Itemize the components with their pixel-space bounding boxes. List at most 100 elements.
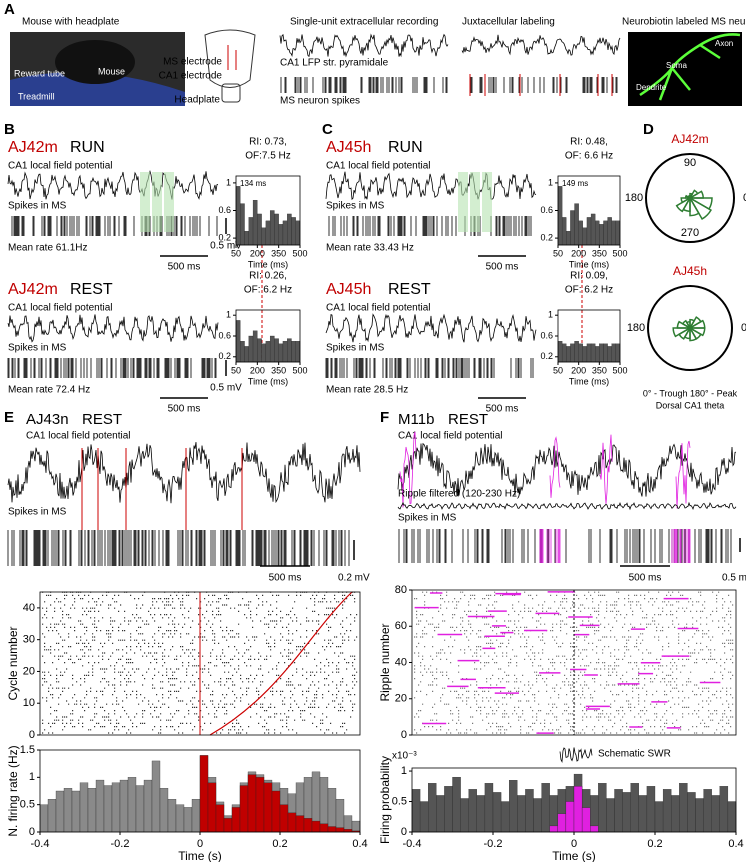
bar bbox=[460, 798, 469, 833]
bar bbox=[687, 792, 696, 833]
y-tick-label: 0.5 bbox=[20, 799, 35, 811]
bar bbox=[525, 789, 534, 833]
bar bbox=[638, 795, 648, 833]
x-tick-label: 0.4 bbox=[728, 838, 743, 850]
bar bbox=[574, 203, 579, 246]
bar bbox=[570, 343, 575, 363]
trace bbox=[7, 442, 361, 504]
x-tick-label: -0.4 bbox=[31, 838, 50, 850]
label: 500 ms bbox=[486, 404, 519, 415]
label: CA1 local field potential bbox=[8, 161, 113, 172]
highlight bbox=[470, 172, 480, 232]
y-tick-label: 40 bbox=[23, 602, 35, 614]
spike-train bbox=[11, 216, 218, 236]
label: MS neuron spikes bbox=[280, 96, 360, 107]
x-tick-label: 500 bbox=[292, 365, 307, 375]
bar bbox=[295, 815, 305, 833]
label: 0.5 mV bbox=[210, 241, 242, 252]
label: Spikes in MS bbox=[398, 513, 457, 524]
bar bbox=[343, 829, 353, 833]
bar bbox=[662, 789, 672, 833]
trace bbox=[7, 314, 219, 343]
bar bbox=[291, 341, 296, 363]
bar bbox=[291, 217, 296, 246]
photo-title: Mouse with headplate bbox=[22, 17, 120, 28]
bar bbox=[695, 798, 704, 833]
bar bbox=[565, 801, 575, 833]
highlight bbox=[458, 172, 468, 232]
y-tick-label: 10 bbox=[23, 697, 35, 709]
x-tick-label: 0 bbox=[571, 838, 577, 850]
bar bbox=[303, 818, 313, 833]
bar bbox=[239, 785, 249, 833]
x-tick-label: -0.4 bbox=[403, 838, 422, 850]
bar bbox=[127, 777, 137, 833]
polar-frame bbox=[647, 285, 733, 371]
bar bbox=[223, 818, 233, 833]
trace bbox=[399, 431, 417, 508]
y-tick-label: 0.2 bbox=[540, 351, 553, 361]
chart-subtitle: OF: 6.2 Hz bbox=[244, 285, 292, 296]
bar bbox=[215, 804, 225, 833]
bar bbox=[500, 801, 510, 833]
bar bbox=[287, 812, 297, 833]
label: CA1 local field potential bbox=[26, 431, 131, 442]
label: Dorsal CA1 theta bbox=[656, 400, 725, 410]
bar bbox=[436, 795, 445, 833]
bar bbox=[257, 213, 262, 246]
y-tick-label: 0 bbox=[401, 826, 407, 838]
x-axis-label: Time (ms) bbox=[248, 259, 288, 269]
bar bbox=[614, 789, 623, 833]
bar bbox=[274, 338, 279, 363]
x-tick-label: 0 bbox=[197, 838, 203, 850]
y-tick-label: 1 bbox=[548, 310, 553, 320]
panel-letter: E bbox=[4, 409, 14, 426]
bar bbox=[703, 789, 712, 833]
bar bbox=[622, 792, 631, 833]
bar bbox=[581, 807, 591, 833]
schematic bbox=[204, 29, 256, 103]
bar bbox=[319, 823, 329, 833]
bar bbox=[541, 783, 550, 833]
label: 0.5 mV bbox=[210, 383, 242, 394]
theta-tick-label: 0 bbox=[741, 322, 746, 334]
bar bbox=[247, 774, 257, 833]
bar bbox=[615, 220, 621, 246]
x-axis-label: Time (ms) bbox=[569, 259, 609, 269]
x-tick-label: 500 bbox=[292, 248, 307, 258]
bar bbox=[599, 224, 604, 246]
y-tick-label: 0.5 bbox=[392, 795, 407, 807]
spike-train bbox=[7, 530, 350, 566]
rose-wedge bbox=[672, 327, 693, 338]
bar bbox=[257, 338, 262, 363]
bar bbox=[566, 231, 571, 246]
phase-line bbox=[209, 591, 353, 736]
panel-letter: D bbox=[643, 121, 654, 138]
x-tick-label: 200 bbox=[571, 248, 586, 258]
label: Treadmill bbox=[18, 91, 55, 101]
bar bbox=[411, 789, 421, 833]
bar bbox=[599, 343, 604, 363]
state: RUN bbox=[388, 139, 423, 156]
y-tick-label: 0.6 bbox=[540, 205, 553, 215]
x-tick-label: -0.2 bbox=[111, 838, 130, 850]
bar bbox=[261, 227, 267, 246]
rose-wedge bbox=[689, 318, 696, 331]
bar bbox=[47, 799, 57, 833]
chart-title: AJ45h bbox=[673, 264, 707, 278]
label: Juxtacellular labeling bbox=[462, 17, 555, 28]
label: Dendrite bbox=[636, 83, 667, 92]
bar bbox=[603, 220, 608, 246]
bar bbox=[598, 783, 607, 833]
bar bbox=[79, 782, 89, 833]
chart-title: AJ42m bbox=[671, 132, 708, 146]
bar bbox=[119, 779, 129, 833]
panel-letter: F bbox=[380, 409, 389, 426]
bar bbox=[586, 217, 592, 246]
theta-tick-label: 270 bbox=[681, 227, 699, 239]
trace bbox=[7, 169, 219, 200]
bar bbox=[279, 804, 289, 833]
label: Mean rate 28.5 Hz bbox=[326, 385, 408, 396]
plot-frame bbox=[39, 591, 361, 736]
y-tick-label: 80 bbox=[395, 584, 407, 596]
